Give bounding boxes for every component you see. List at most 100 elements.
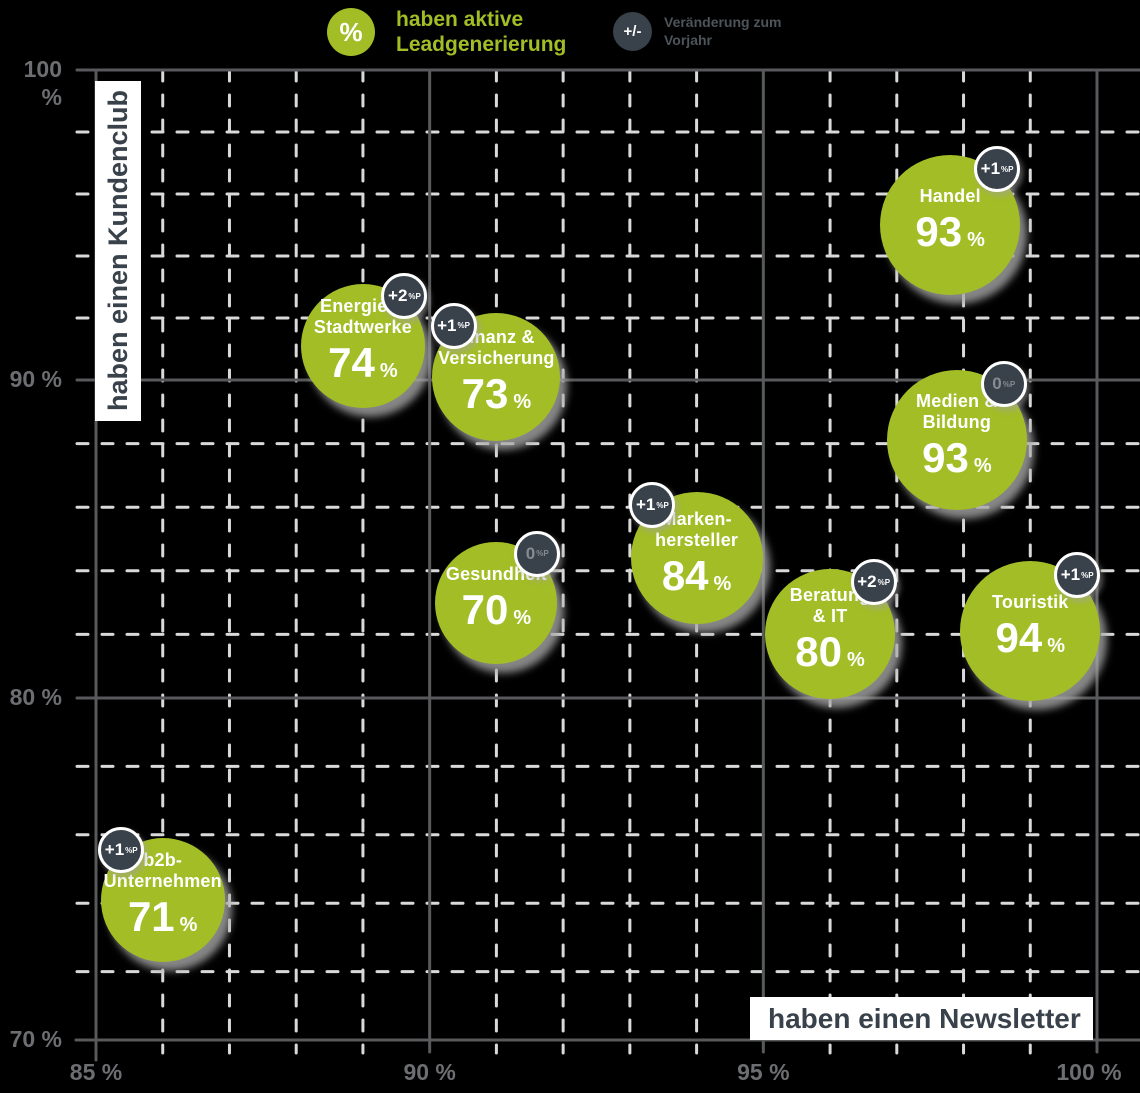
bubble-name: b2b- Unternehmen <box>104 850 222 892</box>
change-unit: %P <box>125 845 138 855</box>
change-badge: +2 %P <box>381 273 428 320</box>
change-badge: +1 %P <box>430 302 477 349</box>
x-tick-label: 90 % <box>403 1059 456 1085</box>
y-tick-label: 100 % <box>23 56 62 110</box>
percent-sign: % <box>513 606 532 629</box>
bubble-value: 73% <box>462 372 532 426</box>
bubble-name: Marken-hersteller <box>655 509 738 551</box>
bubble-touristik: Touristik 94% +1 %P <box>960 552 1101 702</box>
bubble-beratung-it: Beratung & IT 80% +2 %P <box>765 559 897 700</box>
bubble-value: 84% <box>661 551 732 608</box>
bubble-handel: Handel 93% +1 %P <box>880 146 1021 295</box>
change-value: +2 <box>388 286 408 306</box>
bubble-name-line: b2b- <box>143 850 183 871</box>
bubble-value-number: 93 <box>915 208 963 255</box>
bubble-name-line: Beratung <box>789 584 871 605</box>
bubble-value: 93% <box>922 433 992 490</box>
change-value: +1 <box>635 495 656 515</box>
change-unit: %P <box>1001 164 1014 174</box>
change-value: 0 <box>992 374 1002 394</box>
percent-sign: % <box>713 572 732 595</box>
bubble-name-line: hersteller <box>655 529 739 550</box>
bubble-value: 94% <box>996 616 1066 670</box>
bubble-value-number: 74 <box>328 339 375 387</box>
bubble-value-number: 70 <box>461 585 509 633</box>
change-badge: +1 %P <box>1054 552 1101 599</box>
change-badge: +1 %P <box>974 146 1021 192</box>
change-value: +2 <box>857 572 877 592</box>
bubble-finanz-versicherung: Finanz & Versicherung 73% +1 %P <box>430 302 561 441</box>
bubble-value: 80% <box>795 627 865 684</box>
x-axis-label-box: haben einen Newsletter <box>750 997 1093 1040</box>
bubble-value: 71% <box>128 895 198 949</box>
bubble-medien-bildung: Medien & Bildung 93% 0 %P <box>886 361 1027 511</box>
y-axis-label-box: haben einen Kundenclub <box>95 81 141 421</box>
change-value: +1 <box>1060 565 1081 585</box>
bubble-value-number: 73 <box>461 370 509 418</box>
change-value: +1 <box>980 159 1001 178</box>
bubble-value-number: 71 <box>127 893 175 941</box>
bubble-name-line: Marken- <box>661 508 732 529</box>
bubble-gesundheit: Gesundheit 70% 0 %P <box>435 530 561 664</box>
legend-change-icon: +/- <box>613 12 652 51</box>
percent-sign: % <box>179 914 198 937</box>
percent-sign: % <box>1047 635 1066 658</box>
change-badge: +1 %P <box>629 482 676 529</box>
change-value: 0 <box>525 543 536 563</box>
x-tick-label: 85 % <box>69 1059 123 1085</box>
bubble-name-line: Versicherung <box>438 348 555 369</box>
change-unit: %P <box>1002 379 1016 389</box>
change-badge: 0 %P <box>980 361 1027 408</box>
change-unit: %P <box>1081 570 1094 580</box>
change-unit: %P <box>457 321 470 331</box>
bubble-value-number: 94 <box>995 614 1043 662</box>
bubble-name-line: & IT <box>812 605 848 626</box>
bubble-name: Touristik <box>992 592 1068 613</box>
bubble-name-line: Medien & <box>916 390 998 411</box>
bubble-name: Medien & Bildung <box>916 391 998 433</box>
bubble-value: 70% <box>461 585 532 642</box>
y-tick-label: 80 % <box>9 684 62 710</box>
percent-sign: % <box>847 648 865 671</box>
change-badge: +2 %P <box>850 559 897 606</box>
percent-sign: % <box>967 229 985 251</box>
bubble-b2b-unternehmen: b2b- Unternehmen 71% +1 %P <box>98 827 225 962</box>
percent-sign: % <box>379 360 398 383</box>
change-unit: %P <box>656 500 669 510</box>
bubble-name: Finanz & Versicherung <box>438 327 554 369</box>
change-unit: %P <box>877 577 891 587</box>
bubble-name-line: Finanz & <box>458 327 535 348</box>
percent-icon: % <box>339 16 363 47</box>
change-value: +1 <box>437 315 457 335</box>
bubble-name: Beratung & IT <box>790 585 871 627</box>
change-unit: %P <box>408 291 421 301</box>
bubble-energie-stadtwerke: Energie & Stadtwerke 74% +2 %P <box>300 273 428 408</box>
change-badge: 0 %P <box>514 530 561 577</box>
bubble-value: 74% <box>328 341 398 395</box>
bubble-name-line: Handel <box>919 186 981 206</box>
bubble-name-line: Bildung <box>922 411 992 432</box>
legend-change-label: Veränderung zum Vorjahr <box>664 14 782 48</box>
bubble-name-line: Unternehmen <box>103 871 222 892</box>
bubble-value-number: 84 <box>661 551 709 599</box>
y-axis-label: haben einen Kundenclub <box>102 90 133 412</box>
bubble-value-number: 93 <box>922 433 969 481</box>
change-value: +1 <box>104 840 125 860</box>
bubble-value-number: 80 <box>795 627 843 675</box>
legend-leadgen-label: haben aktive Leadgenerierung <box>396 8 567 56</box>
x-tick-label: 100 % <box>1056 1059 1122 1085</box>
legend-leadgen-icon: % <box>327 8 375 56</box>
percent-sign: % <box>513 391 532 414</box>
bubble-name-line: Stadtwerke <box>313 317 412 338</box>
x-tick-label: 95 % <box>737 1059 790 1085</box>
bubble-markenhersteller: Marken-hersteller 84% +1 %P <box>629 482 763 625</box>
plus-minus-icon: +/- <box>623 23 642 40</box>
y-tick-label: 90 % <box>9 366 62 392</box>
change-badge: +1 %P <box>98 827 145 874</box>
bubble-value: 93% <box>915 210 985 264</box>
bubble-name: Handel <box>920 186 981 207</box>
percent-sign: % <box>973 454 992 477</box>
x-axis-label: haben einen Newsletter <box>768 1003 1081 1034</box>
y-tick-label: 70 % <box>9 1026 62 1052</box>
